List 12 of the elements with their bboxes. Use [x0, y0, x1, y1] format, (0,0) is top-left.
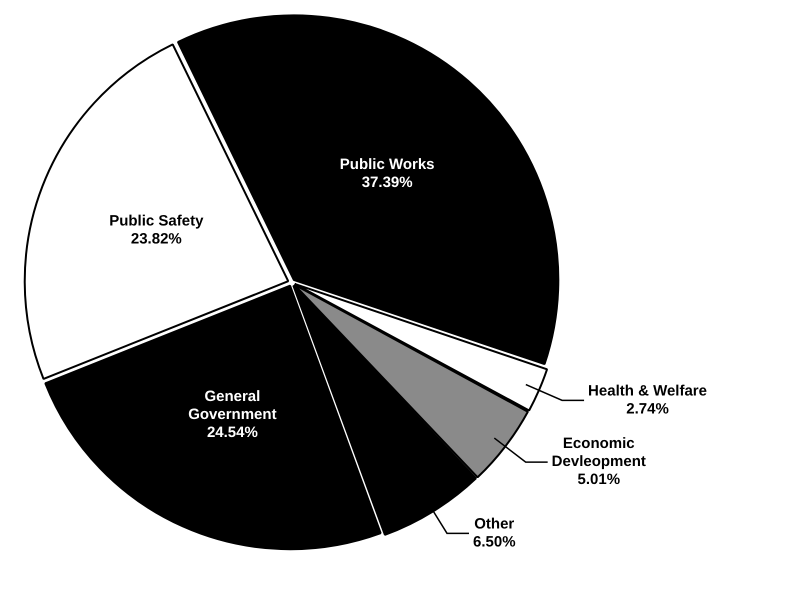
- data-label: 24.54%: [206, 424, 258, 441]
- data-label: 5.01%: [578, 471, 620, 488]
- slice-label: Public Safety: [109, 212, 204, 230]
- slice-label: Health & Welfare: [588, 382, 707, 400]
- data-label: 6.50%: [472, 533, 516, 550]
- slice-label: Other: [474, 515, 514, 532]
- data-label: 2.74%: [626, 400, 669, 418]
- data-label: 23.82%: [130, 230, 182, 248]
- slice-label: Economic Devleopment: [552, 435, 646, 470]
- slice-label: General Government: [188, 388, 277, 423]
- data-label: 37.39%: [362, 174, 413, 191]
- slice-label: Public Works: [340, 156, 435, 173]
